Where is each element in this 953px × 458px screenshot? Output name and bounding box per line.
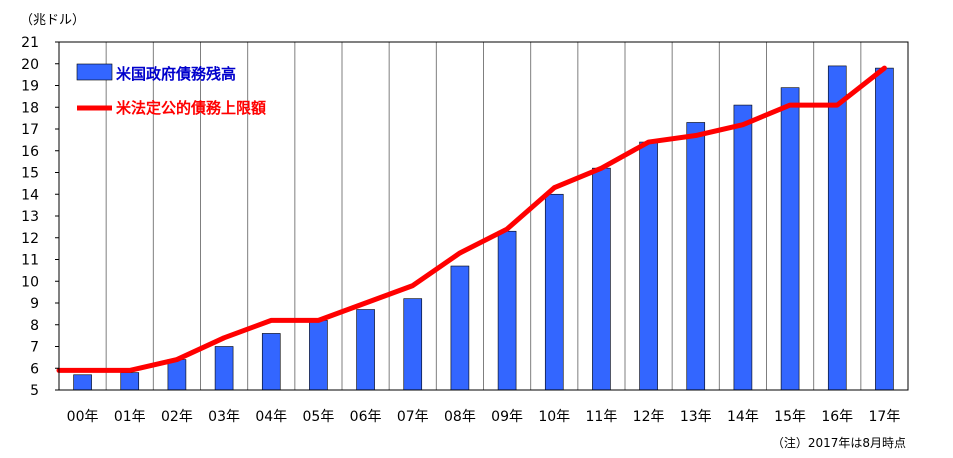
x-tick-label: 10年	[538, 409, 570, 425]
x-tick-label: 02年	[161, 409, 193, 425]
y-tick-label: 16	[21, 144, 39, 160]
x-tick-label: 13年	[680, 409, 712, 425]
debt-limit-line	[56, 65, 887, 373]
y-tick-label: 12	[21, 231, 39, 247]
x-tick-label: 03年	[208, 409, 240, 425]
y-tick-label: 6	[30, 361, 39, 377]
x-tick-label: 04年	[255, 409, 287, 425]
x-tick-label: 16年	[821, 409, 853, 425]
y-tick-label: 8	[30, 318, 39, 334]
x-tick-label: 15年	[774, 409, 806, 425]
bar-12年	[639, 141, 658, 391]
bar-17年	[875, 67, 894, 391]
x-tick-label: 01年	[114, 409, 146, 425]
bar-06年	[356, 309, 375, 391]
bar-15年	[780, 87, 800, 391]
x-tick-label: 07年	[397, 409, 429, 425]
x-tick-label: 11年	[586, 409, 618, 425]
y-tick-label: 21	[21, 35, 39, 51]
y-tick-label: 7	[30, 340, 39, 356]
bar-01年	[120, 372, 140, 391]
y-tick-label: 15	[21, 166, 39, 182]
y-unit-label: （兆ドル）	[20, 13, 85, 28]
y-tick-label: 14	[21, 187, 39, 203]
y-tick-label: 10	[21, 274, 39, 290]
x-tick-label: 14年	[727, 409, 759, 425]
bar-10年	[544, 193, 564, 391]
bar-00年	[73, 374, 92, 391]
x-tick-label: 00年	[67, 409, 99, 425]
y-tick-label: 17	[21, 122, 39, 138]
bar-16年	[827, 65, 847, 391]
legend-label-debt: 米国政府債務残高	[116, 65, 236, 83]
y-tick-label: 19	[21, 79, 39, 95]
bar-05年	[309, 320, 328, 391]
legend-swatch-debt	[76, 63, 113, 81]
bar-series-debt	[73, 65, 894, 391]
bar-14年	[733, 104, 753, 391]
x-tick-label: 17年	[869, 409, 901, 425]
x-tick-label: 09年	[491, 409, 523, 425]
y-tick-label: 11	[21, 253, 39, 269]
y-tick-label: 18	[21, 100, 39, 116]
grid-lines	[105, 42, 862, 390]
bar-11年	[592, 167, 611, 391]
y-tick-label: 20	[21, 57, 39, 73]
y-tick-label: 9	[30, 296, 39, 312]
bar-13年	[686, 122, 706, 391]
x-tick-label: 12年	[633, 409, 665, 425]
bar-04年	[261, 333, 281, 391]
bar-08年	[450, 265, 470, 391]
y-axis-ticks: 5 6 7 8 9 10 11 12 13 14 15 16 17 18 19 20 21	[21, 35, 59, 399]
line-series-limit	[56, 65, 887, 373]
x-tick-label: 05年	[303, 409, 335, 425]
bar-03年	[214, 346, 234, 391]
x-axis-ticks: 00年 01年 02年 03年 04年 05年 06年 07年 08年 09年 10年 11年 12年 1…	[67, 409, 901, 425]
y-tick-label: 13	[21, 209, 39, 225]
legend: 米国政府債務残高 米法定公的債務上限額	[76, 63, 266, 117]
footnote: （注）2017年は8月時点	[772, 435, 906, 450]
x-tick-label: 08年	[444, 409, 476, 425]
y-tick-label: 5	[30, 383, 39, 399]
bar-07年	[403, 298, 423, 391]
x-tick-label: 06年	[350, 409, 382, 425]
legend-label-limit: 米法定公的債務上限額	[116, 99, 266, 117]
bar-02年	[167, 359, 187, 391]
bar-09年	[497, 230, 517, 391]
